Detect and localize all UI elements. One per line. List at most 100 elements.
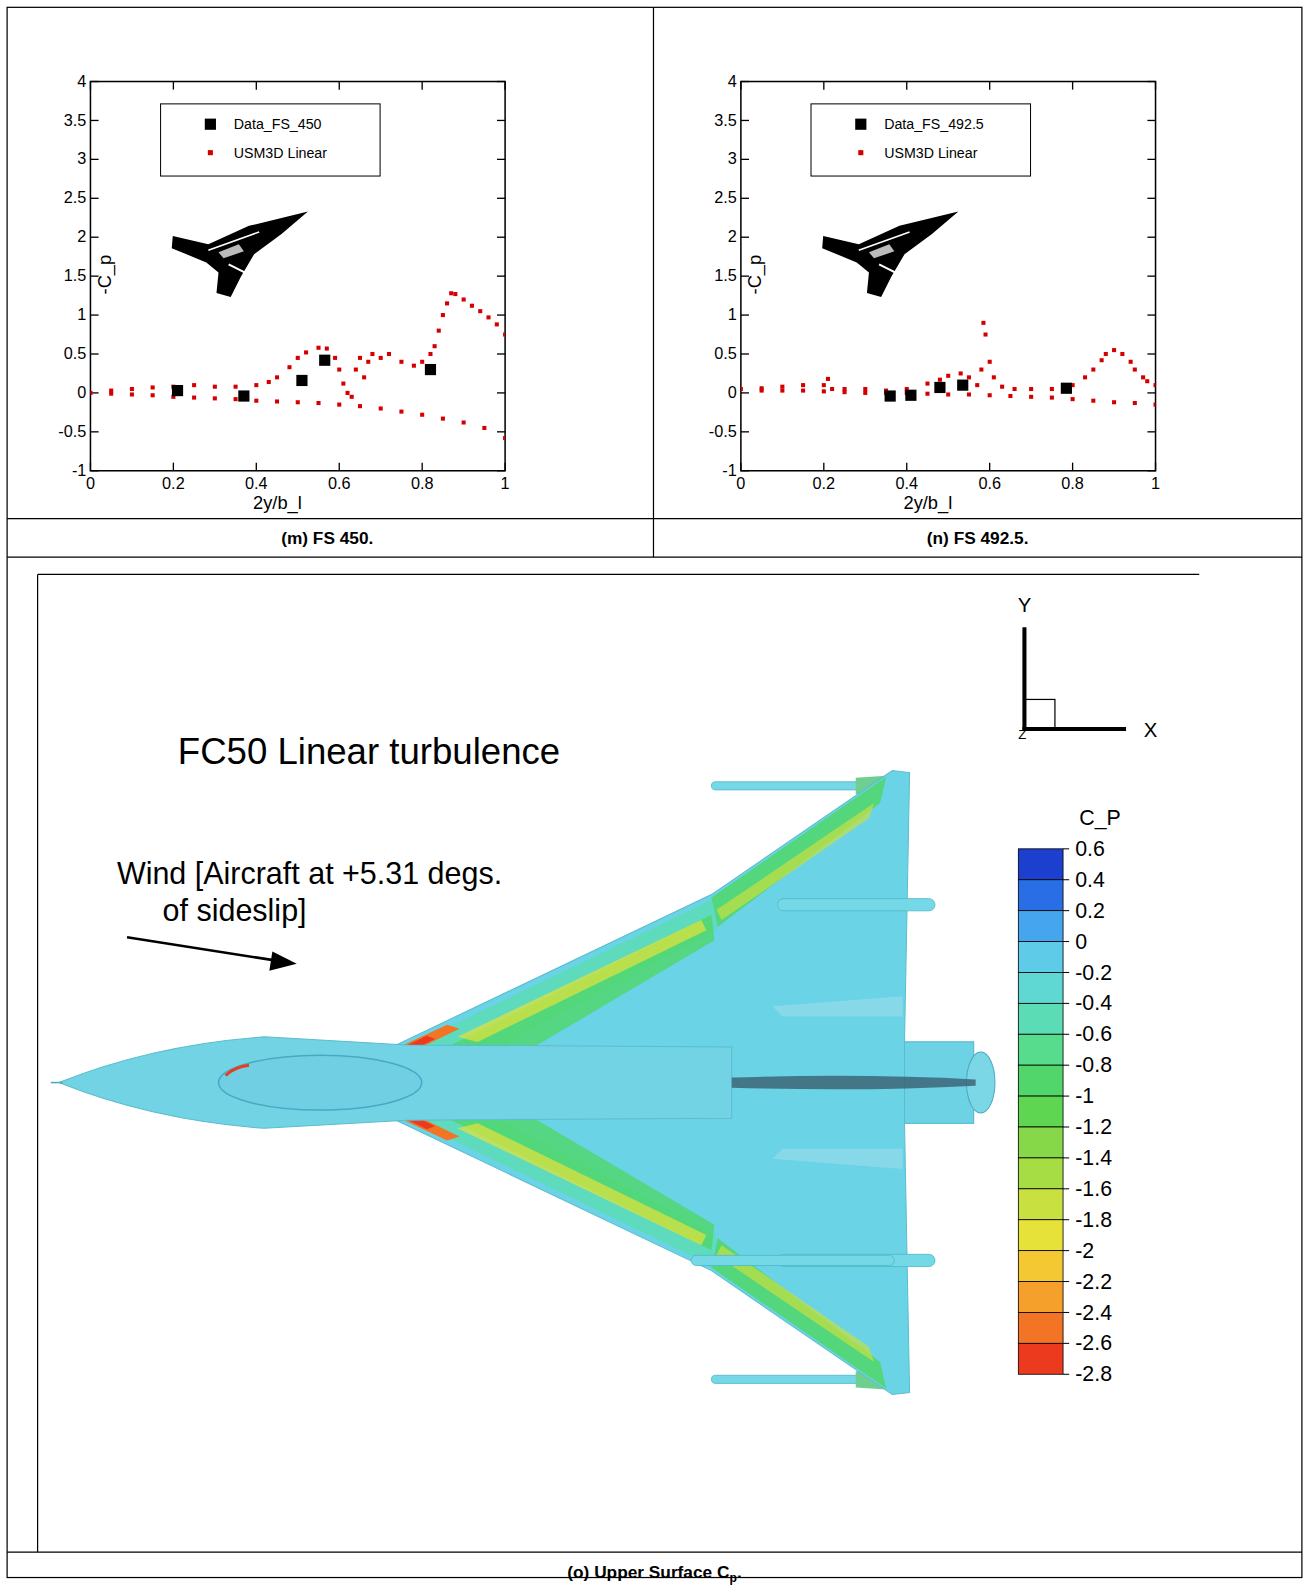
colorbar-band [1018, 1282, 1063, 1313]
x-tick [422, 463, 423, 471]
data-point [983, 332, 987, 336]
x-tick-label: 1 [501, 474, 510, 492]
y-tick [497, 237, 505, 238]
marks [741, 321, 1156, 407]
colorbar-tick [1063, 1034, 1069, 1035]
store [777, 899, 935, 911]
colorbar-tick [1063, 941, 1069, 942]
data-point [967, 392, 971, 396]
data-point [213, 385, 217, 389]
y-tick [90, 120, 98, 121]
wind-arrowhead [269, 951, 296, 970]
band [457, 920, 706, 1042]
data-point [826, 377, 830, 381]
colorbar-band [1018, 880, 1063, 911]
colorbar-tick [1063, 1219, 1069, 1220]
data-point [801, 389, 805, 393]
data-point [1083, 375, 1087, 379]
icon-canopy [219, 244, 244, 258]
colorbar-tick-label: 0.2 [1075, 899, 1105, 923]
y-tick [90, 431, 98, 432]
colorbar-band [1018, 911, 1063, 942]
data-point [1120, 352, 1124, 356]
data-point [486, 315, 490, 319]
store [691, 1255, 894, 1265]
y-tick-label: 3.5 [64, 111, 87, 129]
x-tick-label: 0.4 [895, 474, 918, 492]
y-tick [741, 431, 749, 432]
axis-label: Y [1018, 594, 1032, 616]
legend-label: Data_FS_492.5 [884, 116, 984, 132]
data-point [379, 406, 383, 410]
data-point [441, 313, 445, 317]
annotation: of sideslip] [163, 893, 307, 928]
colorbar-tick [1063, 1126, 1069, 1127]
colorbar-band [1018, 1158, 1063, 1189]
data-point [316, 401, 320, 405]
data-point [254, 383, 258, 387]
data-point [988, 360, 992, 364]
axis-label: X [1144, 719, 1158, 741]
x-tick-label: 0 [86, 474, 95, 492]
data-point [445, 301, 449, 305]
colorbar-tick-label: -1.2 [1075, 1115, 1112, 1139]
data-point [979, 368, 983, 372]
data-point [482, 426, 486, 430]
x-tick [989, 82, 990, 90]
chart-panel: 00.20.40.60.81-1-0.500.511.522.533.542y/… [709, 72, 1160, 515]
colorbar-tick-label: -1.8 [1075, 1208, 1112, 1232]
contour-panel: FC50 Linear turbulenceWind [Aircraft at … [51, 594, 1158, 1395]
colorbar-tick-label: -2.4 [1075, 1301, 1112, 1325]
colorbar-band [1018, 972, 1063, 1003]
y-tick [497, 159, 505, 160]
colorbar-tick-label: -0.6 [1075, 1022, 1112, 1046]
data-point [992, 375, 996, 379]
x-tick [504, 463, 505, 471]
data-point [946, 374, 950, 378]
data-point [503, 436, 505, 440]
data-point [370, 352, 374, 356]
x-tick [1155, 463, 1156, 471]
y-axis-title: -C_p [744, 255, 766, 295]
data-point [350, 395, 354, 399]
colorbar-tick [1063, 972, 1069, 973]
data-point [822, 389, 826, 393]
y-tick [1147, 237, 1155, 238]
colorbar-band [1018, 1312, 1063, 1343]
data-point [822, 383, 826, 387]
data-point [478, 309, 482, 313]
data-point [296, 356, 300, 360]
data-point [1104, 352, 1108, 356]
y-tick-label: 1.5 [64, 266, 87, 284]
caption-part: p [729, 1571, 736, 1585]
colorbar-tick-label: -1 [1075, 1084, 1094, 1108]
data-point [275, 399, 279, 403]
colorbar-tick [1063, 1343, 1069, 1344]
data-point [1112, 348, 1116, 352]
data-point [420, 413, 424, 417]
colorbar-tick-label: -2 [1075, 1239, 1094, 1263]
x-tick-label: 0.6 [328, 474, 351, 492]
data-point [366, 360, 370, 364]
x-tick-label: 0.4 [245, 474, 268, 492]
legend-box [811, 104, 1031, 176]
data-point [337, 368, 341, 372]
data-point [192, 383, 196, 387]
data-point [287, 365, 291, 369]
caption-part: . [737, 1562, 742, 1582]
y-tick [1147, 431, 1155, 432]
x-tick [422, 82, 423, 90]
legend-label: USM3D Linear [884, 145, 978, 161]
data-point [1133, 401, 1137, 405]
data-point [1029, 395, 1033, 399]
colorbar-tick [1063, 1188, 1069, 1189]
data-point [254, 399, 258, 403]
x-tick-label: 0 [736, 474, 745, 492]
canopy [219, 1055, 422, 1110]
legend-label: USM3D Linear [234, 145, 328, 161]
data-point [275, 375, 279, 379]
colorbar-band [1018, 1251, 1063, 1282]
y-tick [497, 120, 505, 121]
y-tick [741, 120, 749, 121]
y-tick [1147, 392, 1155, 393]
